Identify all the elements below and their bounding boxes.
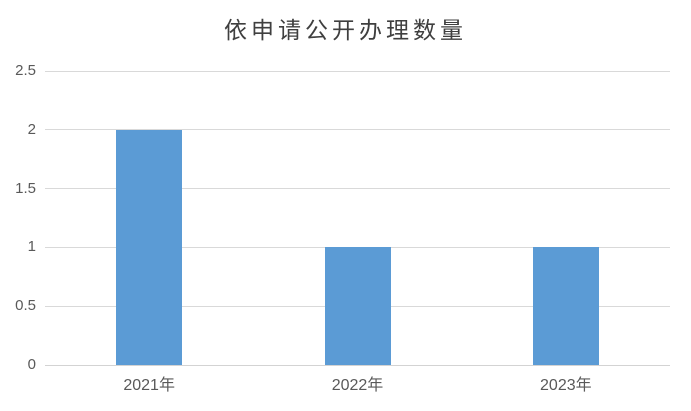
bar: [324, 247, 391, 365]
y-axis-tick-label: 2: [27, 120, 36, 138]
gridline: [45, 129, 670, 131]
x-axis-category-label: 2023年: [540, 377, 592, 394]
chart-title: 依申请公开办理数量: [224, 18, 467, 44]
bar: [116, 129, 183, 365]
y-axis-tick-label: 0.5: [15, 297, 36, 315]
gridline: [45, 188, 670, 190]
y-axis-tick-label: 1: [27, 238, 36, 256]
x-axis-category-label: 2022年: [331, 377, 384, 394]
y-axis-tick-label: 1.5: [15, 179, 36, 197]
bar: [532, 247, 599, 365]
gridline: [45, 70, 670, 72]
y-axis-tick-label: 2.5: [15, 62, 36, 79]
x-axis-line: [45, 364, 670, 366]
x-axis-category-label: 2021年: [123, 377, 175, 394]
y-axis-tick-label: 0: [27, 356, 36, 373]
